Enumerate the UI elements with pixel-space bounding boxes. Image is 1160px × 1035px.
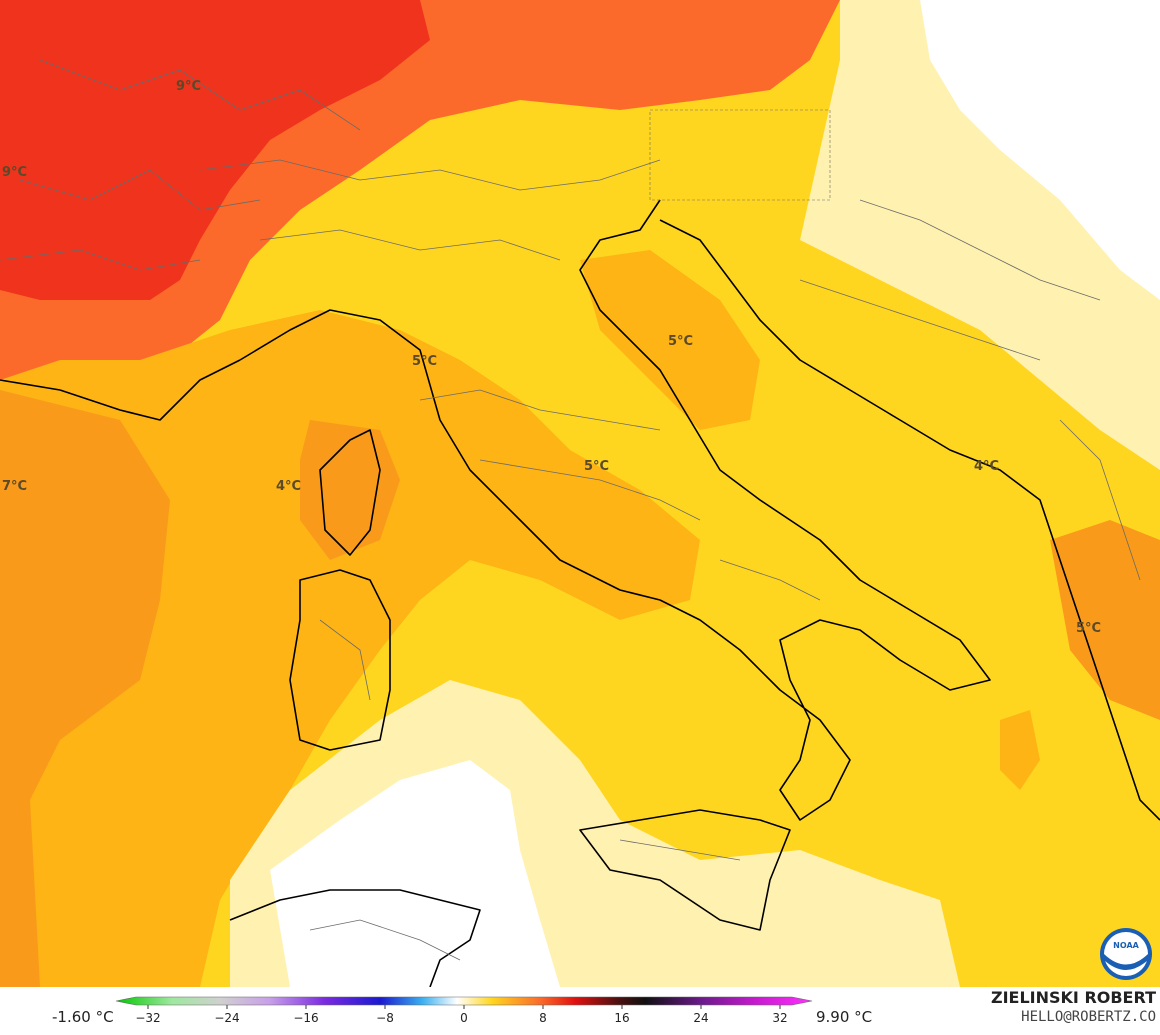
colorbar: -1.60 °C −32 −24 −16 −8 0 8 16 24 32 9.90 °C — [52, 996, 872, 1026]
coast-italy — [239, 199, 991, 821]
field-red-alps — [0, 0, 430, 300]
temp-label-adriatic: 5°C — [668, 334, 693, 349]
colorbar-tick-label: −24 — [214, 1011, 239, 1025]
field-amber-central — [0, 310, 700, 987]
credit-email: HELLO@ROBERTZ.CO — [1021, 1009, 1156, 1025]
field-white-tunisia — [270, 760, 560, 987]
colorbar-min-label: -1.60 °C — [52, 1008, 114, 1026]
coast-sicily — [579, 809, 791, 931]
temp-label-west: 7°C — [2, 479, 27, 494]
colorbar-tick-label: −32 — [135, 1011, 160, 1025]
temp-label-alps: 9°C — [176, 79, 201, 94]
field-amber-adriatic — [580, 250, 760, 430]
colorbar-footer: -1.60 °C −32 −24 −16 −8 0 8 16 24 32 9.90 °C ZIE… — [0, 987, 1160, 1035]
field-white-northeast — [920, 0, 1160, 300]
colorbar-tick-label: 0 — [460, 1011, 468, 1025]
temp-label-westalps: 9°C — [2, 165, 27, 180]
temp-label-tuscany: 5°C — [412, 354, 437, 369]
noaa-logo: NOAA — [1100, 928, 1152, 980]
colorbar-tick-label: −16 — [293, 1011, 318, 1025]
temperature-map: 9°C 9°C 7°C 4°C 5°C 5°C 5°C 4°C 5°C NOAA — [0, 0, 1160, 987]
colorbar-ticks: −32 −24 −16 −8 0 8 16 24 32 — [135, 1005, 788, 1025]
credit-name: ZIELINSKI ROBERT — [990, 988, 1156, 1007]
field-orange-balkans — [1050, 520, 1160, 720]
noaa-logo-text: NOAA — [1113, 941, 1139, 950]
coast-balkans — [659, 219, 1160, 821]
field-orange-west — [0, 390, 170, 987]
border-cluster — [649, 109, 831, 201]
temp-label-greece: 5°C — [1076, 621, 1101, 636]
colorbar-tick-label: −8 — [376, 1011, 394, 1025]
colorbar-tick-label: 24 — [693, 1011, 708, 1025]
field-amber-ionian — [1000, 710, 1040, 790]
colorbar-max-label: 9.90 °C — [816, 1008, 872, 1026]
colorbar-tick-label: 16 — [614, 1011, 629, 1025]
coastlines — [0, 199, 1160, 987]
coast-sardinia — [289, 569, 391, 751]
temp-label-central: 5°C — [584, 459, 609, 474]
admin-borders — [0, 59, 1141, 961]
colorbar-bar — [115, 996, 813, 1006]
temp-label-montenegro: 4°C — [974, 459, 999, 474]
colorbar-tick-label: 32 — [772, 1011, 787, 1025]
colorbar-tick-label: 8 — [539, 1011, 547, 1025]
coast-corsica — [319, 429, 381, 556]
coast-tunisia — [229, 889, 481, 987]
coast-france — [0, 359, 241, 421]
temp-label-corsica: 4°C — [276, 479, 301, 494]
